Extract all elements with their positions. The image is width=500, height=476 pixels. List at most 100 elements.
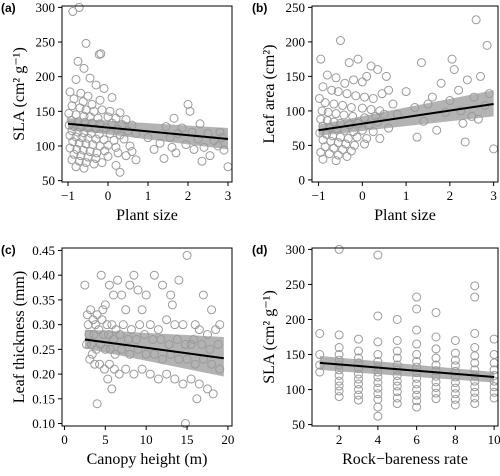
data-point [346, 146, 356, 156]
data-point [456, 106, 466, 116]
data-point [334, 350, 344, 360]
panel-label: (a) [1, 1, 16, 15]
data-point [115, 167, 125, 177]
data-point [470, 281, 480, 291]
data-point [450, 400, 460, 410]
data-point [215, 127, 225, 137]
data-point [137, 364, 147, 374]
data-point [131, 334, 141, 344]
data-point [125, 349, 135, 359]
data-point [77, 133, 87, 143]
data-point [412, 379, 422, 389]
data-point [183, 99, 193, 109]
data-point [90, 359, 100, 369]
data-point [412, 132, 422, 142]
x-tick-label: 15 [181, 432, 194, 447]
data-point [79, 111, 89, 121]
y-tick-label: 0.35 [32, 292, 55, 307]
data-point [100, 344, 110, 354]
data-point [360, 113, 370, 123]
y-tick-label: 300 [286, 242, 306, 257]
x-tick-label: 1 [145, 188, 152, 203]
panel-label: (d) [252, 243, 267, 257]
data-point [199, 142, 209, 152]
data-point [93, 113, 103, 123]
x-tick-label: 8 [452, 432, 459, 447]
data-point [96, 270, 106, 280]
data-point [392, 336, 402, 346]
data-point [373, 350, 383, 360]
data-point [207, 305, 217, 315]
data-point [185, 106, 195, 116]
plot-frame [61, 247, 233, 427]
data-point [133, 285, 143, 295]
data-point [412, 373, 422, 383]
x-tick-label: 2 [185, 188, 192, 203]
data-point [109, 364, 119, 374]
data-point [412, 396, 422, 406]
data-point [431, 394, 441, 404]
data-point [192, 394, 202, 404]
data-point [469, 92, 479, 102]
y-tick-label: 0.45 [32, 243, 55, 258]
data-point [99, 330, 109, 340]
data-point [108, 290, 118, 300]
data-point [450, 336, 460, 346]
data-point [354, 395, 363, 405]
data-point [85, 73, 95, 83]
data-point [449, 64, 459, 74]
data-point [193, 134, 203, 144]
data-point [373, 311, 383, 321]
x-tick-label: −1 [61, 188, 75, 203]
plot-frame [311, 5, 499, 183]
data-point [431, 353, 441, 363]
x-tick-label: 5 [102, 432, 109, 447]
data-point [354, 353, 363, 363]
data-point [91, 80, 101, 90]
data-point [339, 110, 349, 120]
data-point [471, 15, 481, 25]
data-point [322, 116, 332, 126]
data-point [99, 83, 109, 93]
data-point [162, 369, 172, 379]
data-point [470, 292, 480, 302]
data-point [334, 381, 344, 391]
data-point [145, 320, 155, 330]
data-point [334, 386, 344, 396]
data-point [384, 123, 394, 133]
data-point [174, 275, 184, 285]
data-point [114, 369, 124, 379]
y-tick-label: 200 [286, 34, 306, 49]
data-point [103, 140, 113, 150]
data-point [125, 280, 135, 290]
data-point [333, 87, 343, 97]
data-point [207, 359, 217, 369]
data-point [170, 320, 180, 330]
data-point [121, 364, 131, 374]
y-axis-label: Leaf thickness (mm) [11, 271, 28, 403]
data-point [100, 146, 110, 156]
data-point [135, 320, 145, 330]
regression-line [67, 122, 229, 141]
data-point [335, 132, 345, 142]
data-point [197, 339, 207, 349]
data-point [170, 374, 180, 384]
data-point [470, 399, 480, 409]
data-point [197, 156, 207, 166]
data-point [74, 156, 84, 166]
data-point [83, 152, 93, 162]
data-point [475, 71, 485, 81]
data-point [344, 58, 354, 68]
data-point [473, 114, 483, 124]
data-point [141, 290, 151, 300]
data-point [489, 393, 499, 403]
data-point [450, 394, 460, 404]
data-point [342, 151, 352, 161]
data-point [351, 91, 361, 101]
data-point [392, 371, 402, 381]
data-point [149, 349, 159, 359]
data-point [69, 94, 79, 104]
data-point [450, 366, 460, 376]
data-point [75, 103, 85, 113]
plot-frame [311, 247, 499, 427]
